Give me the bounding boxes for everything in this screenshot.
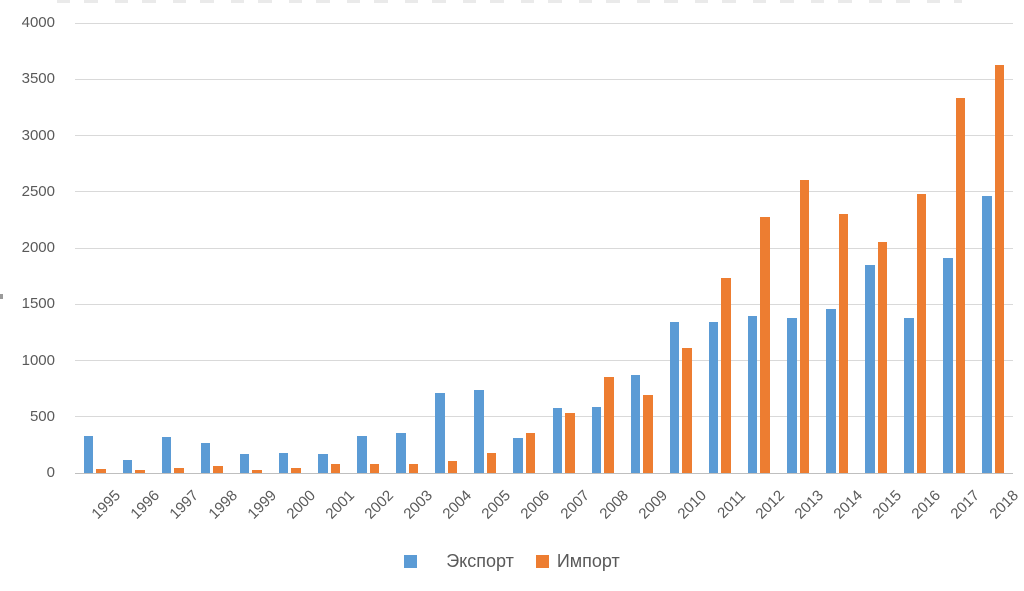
bar-экспорт-2010	[669, 322, 680, 473]
y-tick-label: 500	[29, 407, 55, 425]
bar-экспорт-2017	[943, 257, 953, 473]
bar-импорт-2012	[760, 216, 770, 473]
legend-label: Импорт	[556, 551, 620, 571]
bar-импорт-2018	[994, 65, 1005, 473]
y-tick-label: 3500	[21, 70, 55, 88]
bar-импорт-2000	[291, 467, 301, 473]
clipped-chart-title	[57, 0, 962, 3]
bar-импорт-2002	[369, 464, 380, 473]
y-tick-label: 0	[46, 464, 55, 481]
bar-экспорт-2008	[591, 407, 602, 473]
bar-экспорт-2013	[787, 317, 797, 473]
y-tick-label: 1000	[21, 351, 55, 369]
y-tick-label: 4000	[21, 14, 55, 31]
bar-экспорт-2007	[552, 408, 563, 473]
gridline	[75, 78, 1013, 80]
bar-экспорт-2015	[865, 265, 875, 473]
gridline	[75, 472, 1013, 474]
y-tick-label: 2000	[21, 239, 55, 256]
bar-экспорт-2012	[747, 316, 758, 473]
bar-импорт-2017	[955, 98, 966, 473]
bar-экспорт-1998	[200, 442, 211, 473]
legend-swatch-export	[404, 555, 418, 568]
gridline	[75, 135, 1013, 136]
bar-экспорт-2001	[318, 454, 328, 473]
y-tick-label: 1500	[21, 295, 55, 313]
bar-экспорт-1995	[83, 435, 94, 473]
bar-импорт-1996	[135, 469, 145, 473]
gridline	[75, 247, 1013, 249]
bar-экспорт-1997	[161, 437, 172, 473]
legend-item: Импорт	[535, 551, 620, 572]
bar-импорт-2009	[643, 394, 653, 473]
legend-item: Экспорт	[404, 551, 514, 572]
bar-импорт-2005	[486, 452, 497, 473]
bar-импорт-2010	[682, 347, 692, 473]
bar-импорт-1995	[96, 468, 106, 473]
gridline	[75, 303, 1013, 305]
bar-экспорт-2003	[396, 432, 406, 473]
gridline	[75, 191, 1013, 193]
legend-label: Экспорт	[446, 551, 514, 571]
bar-экспорт-2016	[904, 318, 914, 473]
clipped-y-axis-title-fragment	[0, 294, 3, 299]
bar-экспорт-2000	[278, 453, 289, 473]
bar-импорт-2011	[721, 278, 731, 473]
bar-импорт-2004	[447, 461, 458, 473]
bar-экспорт-2002	[357, 436, 367, 473]
bar-экспорт-2009	[630, 375, 641, 473]
bar-импорт-2001	[330, 464, 341, 473]
gridline	[75, 360, 1013, 361]
bar-экспорт-1996	[122, 459, 133, 473]
bar-экспорт-2018	[982, 196, 992, 473]
bar-импорт-2008	[604, 376, 614, 473]
bar-экспорт-2011	[708, 321, 719, 473]
bar-импорт-1998	[213, 466, 223, 473]
chart-legend: Экспорт Импорт	[0, 551, 1024, 572]
bar-экспорт-2005	[474, 389, 484, 473]
bar-импорт-2016	[916, 194, 927, 473]
legend-swatch-import	[535, 555, 549, 568]
bar-импорт-2003	[408, 464, 419, 473]
bar-импорт-1999	[252, 470, 262, 473]
bar-экспорт-2004	[435, 393, 445, 473]
bar-экспорт-1999	[239, 454, 250, 473]
bar-импорт-2015	[877, 241, 888, 473]
bar-импорт-1997	[174, 467, 184, 473]
bar-экспорт-2006	[513, 438, 523, 473]
bar-импорт-2006	[525, 433, 536, 473]
bar-экспорт-2014	[826, 309, 836, 473]
y-tick-label: 3000	[21, 126, 55, 144]
bar-импорт-2007	[565, 413, 575, 473]
gridline	[75, 22, 1013, 24]
y-tick-label: 2500	[21, 182, 55, 200]
bar-импорт-2013	[799, 179, 810, 473]
bar-импорт-2014	[838, 213, 849, 473]
gridline	[75, 416, 1013, 418]
